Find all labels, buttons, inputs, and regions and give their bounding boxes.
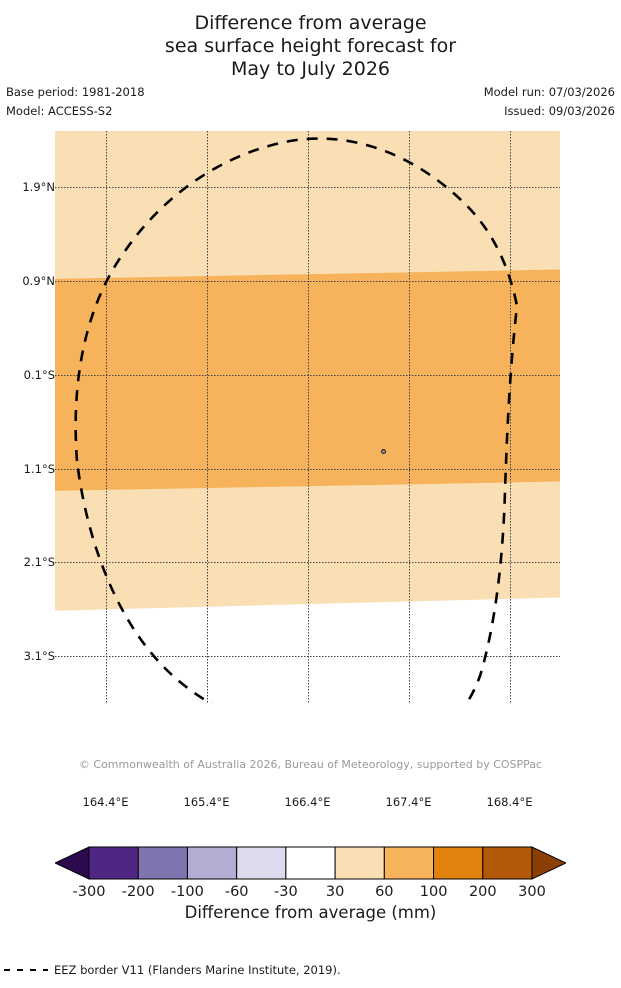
colorbar-extend-low	[55, 846, 90, 880]
colorbar-tick-label: 300	[518, 884, 546, 900]
colorbar-band	[334, 846, 385, 880]
colorbar-swatches	[55, 846, 566, 880]
station-marker-icon	[381, 449, 386, 454]
x-axis-tick-label: 168.4°E	[486, 795, 533, 809]
model-run-label: Model run: 07/03/2026	[483, 85, 615, 99]
colorbar-extend-high	[531, 846, 566, 880]
colorbar-tick-label: -100	[170, 884, 204, 900]
colorbar-band	[383, 846, 435, 880]
colorbar-band	[186, 846, 238, 880]
eez-border-overlay	[74, 137, 519, 703]
colorbar-band	[482, 846, 533, 880]
y-axis-tick-label: 2.1°S	[23, 555, 55, 570]
colorbar-band	[285, 846, 336, 880]
gridline-lon	[206, 131, 208, 703]
eez-legend: EEZ border V11 (Flanders Marine Institut…	[4, 963, 341, 977]
x-axis-tick-label: 166.4°E	[284, 795, 331, 809]
y-axis-tick-label: 1.1°S	[23, 461, 55, 476]
y-axis-tick-label: 0.9°N	[22, 274, 55, 288]
colorbar-band	[137, 846, 188, 880]
map-plot-area	[55, 131, 560, 703]
gridline-lon	[307, 131, 309, 703]
x-axis-tick-label: 167.4°E	[385, 795, 432, 809]
model-label: Model: ACCESS-S2	[6, 104, 113, 118]
colorbar-band	[433, 846, 484, 880]
colorbar-tick-label: -300	[72, 884, 106, 900]
y-axis-tick-label: 1.9°N	[22, 180, 55, 195]
gridline-lon	[105, 131, 107, 703]
x-axis-tick-label: 165.4°E	[183, 795, 230, 809]
colorbar	[55, 843, 566, 883]
eez-legend-label: EEZ border V11 (Flanders Marine Institut…	[54, 963, 341, 977]
y-axis-tick-label: 0.1°S	[23, 367, 55, 382]
colorbar-tick-label: 60	[375, 884, 394, 900]
colorbar-tick-label: -200	[121, 884, 155, 900]
colorbar-title: Difference from average (mm)	[184, 903, 437, 922]
dashed-line-sample-icon	[4, 969, 48, 971]
copyright-notice: © Commonwealth of Australia 2026, Bureau…	[78, 758, 543, 771]
page-title: Difference from average sea surface heig…	[0, 12, 621, 81]
colorbar-tick-label: 30	[325, 884, 345, 900]
title-line-2: sea surface height forecast for	[164, 35, 457, 57]
issued-label: Issued: 09/03/2026	[504, 104, 615, 118]
title-line-3: May to July 2026	[231, 58, 390, 80]
colorbar-band	[88, 846, 139, 880]
title-line-1: Difference from average	[194, 12, 427, 34]
colorbar-band	[236, 846, 287, 880]
x-axis-tick-label: 164.4°E	[82, 795, 129, 809]
colorbar-tick-label: 100	[419, 884, 448, 900]
gridline-lon	[509, 131, 511, 703]
eez-border-path	[74, 137, 519, 703]
colorbar-tick-label: -60	[224, 884, 249, 900]
base-period-label: Base period: 1981-2018	[6, 85, 145, 99]
y-axis-tick-label: 3.1°S	[23, 649, 55, 664]
colorbar-tick-label: 200	[468, 884, 497, 900]
colorbar-tick-label: -30	[274, 884, 298, 900]
gridline-lon	[408, 131, 410, 703]
